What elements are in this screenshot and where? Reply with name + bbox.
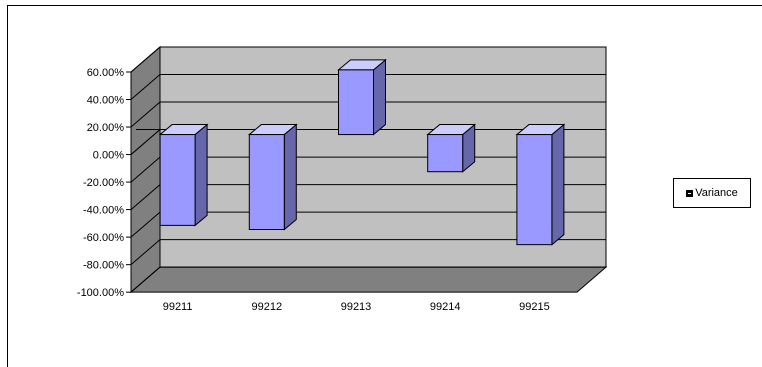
bar-side <box>551 123 565 246</box>
y-tick-label: 20.00% <box>87 122 125 134</box>
gridline <box>130 74 606 100</box>
x-tick-label: 99212 <box>252 301 283 313</box>
x-tick-label: 99211 <box>163 301 193 313</box>
y-axis-ticks: 60.00% 40.00% 20.00% 0.00% -20.00% -40.00% -60… <box>77 67 132 299</box>
bar-front <box>248 134 285 231</box>
bar-side <box>283 123 297 231</box>
x-tick-label: 99214 <box>430 301 461 313</box>
bar <box>426 123 477 173</box>
bar-side <box>194 123 208 227</box>
legend-label-variance: Variance <box>695 187 738 199</box>
bar <box>515 123 566 246</box>
bar-front <box>516 134 553 246</box>
y-tick-label: 40.00% <box>87 95 125 107</box>
gridline <box>130 239 606 266</box>
x-tick-label: 99213 <box>341 301 372 313</box>
floor <box>129 266 608 293</box>
x-axis-ticks: 99211 99212 99213 99214 99215 <box>163 301 550 313</box>
y-tick-label: -20.00% <box>83 177 124 189</box>
y-tick-label: -100.00% <box>77 287 124 299</box>
x-tick-label: 99215 <box>519 301 550 313</box>
gridline <box>130 46 606 73</box>
bar-side <box>373 58 386 136</box>
bar-front <box>338 69 374 136</box>
legend-swatch-variance <box>686 189 694 197</box>
legend: Variance <box>673 178 751 208</box>
gridline <box>130 266 606 293</box>
y-tick-label: -80.00% <box>83 260 124 272</box>
bar-front <box>427 134 464 173</box>
y-tick-label: -60.00% <box>83 232 124 244</box>
y-tick-label: 60.00% <box>87 67 125 79</box>
y-tick-label: 0.00% <box>93 150 124 162</box>
bar <box>337 58 387 136</box>
gridline <box>130 101 606 128</box>
bar <box>158 123 209 227</box>
y-tick-label: -40.00% <box>83 205 124 217</box>
bar-front <box>159 134 196 226</box>
bar <box>247 123 298 231</box>
plot-area <box>129 45 608 294</box>
